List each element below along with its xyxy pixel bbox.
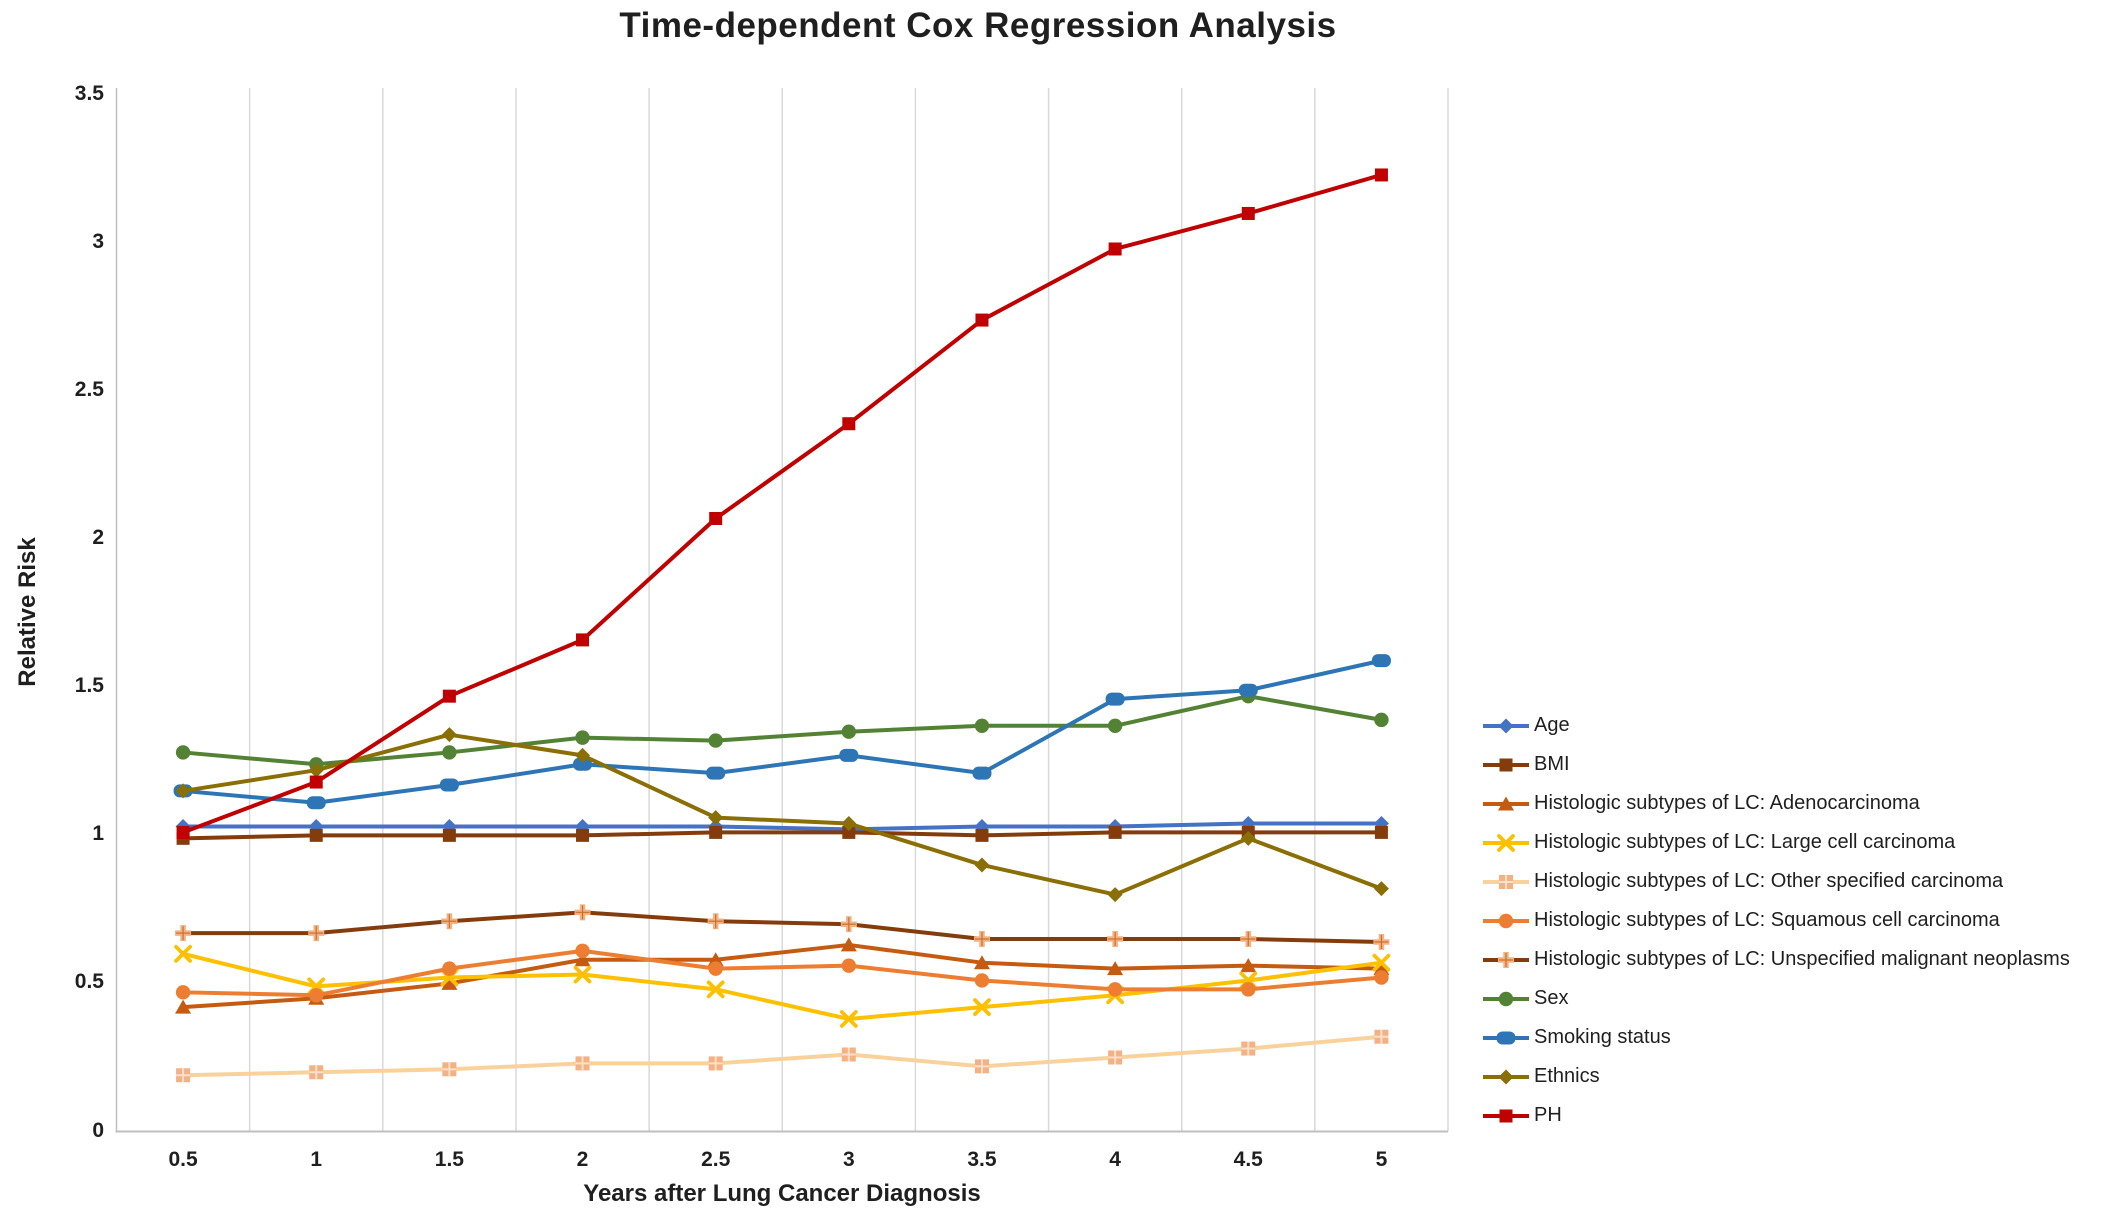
legend-item-label: Histologic subtypes of LC: Squamous cell…: [1534, 909, 2000, 931]
y-tick-label: 0.5: [74, 970, 104, 994]
series-histologic-subtypes-of-lc-other-specified-carcinoma: [176, 1029, 1389, 1083]
legend-marker-icon: [1483, 1031, 1529, 1044]
x-tick-label: 3.5: [967, 1148, 997, 1171]
legend-marker-icon: [1483, 991, 1529, 1006]
legend-item-label: Histologic subtypes of LC: Large cell ca…: [1534, 831, 1956, 853]
legend-item-label: Histologic subtypes of LC: Unspecified m…: [1534, 948, 2070, 970]
legend-item: Histologic subtypes of LC: Other specifi…: [1481, 862, 2070, 901]
legend-marker-icon: [1483, 913, 1529, 928]
legend-item: Histologic subtypes of LC: Squamous cell…: [1481, 901, 2070, 940]
x-tick-label: 2.5: [701, 1148, 731, 1171]
chart-title: Time-dependent Cox Regression Analysis: [619, 6, 1337, 45]
x-tick-label: 1: [310, 1148, 323, 1171]
legend-item-label: Sex: [1534, 987, 1569, 1009]
legend-item-label: PH: [1534, 1104, 1562, 1126]
chart-legend: Age BMI Histologic subtypes of LC: Adenoca…: [1481, 706, 2070, 1135]
legend-item: Sex: [1481, 979, 2070, 1018]
x-tick-label: 2: [576, 1148, 589, 1171]
legend-marker-icon: [1483, 718, 1529, 733]
legend-marker-icon: [1483, 874, 1529, 889]
legend-item: BMI: [1481, 745, 2070, 784]
series-line: [181, 658, 1384, 805]
x-tick-label: 1.5: [434, 1148, 464, 1171]
legend-marker-icon: [1483, 758, 1529, 771]
series-smoking-status: [173, 654, 1391, 810]
legend-item: Age: [1481, 706, 2070, 745]
x-tick-label: 4: [1109, 1148, 1121, 1171]
legend-item: Smoking status: [1481, 1018, 2070, 1057]
legend-item: Histologic subtypes of LC: Unspecified m…: [1481, 940, 2070, 979]
legend-item-label: BMI: [1534, 753, 1570, 775]
legend-item-label: Histologic subtypes of LC: Adenocarcinom…: [1534, 792, 1920, 814]
y-tick-label: 1.5: [74, 674, 104, 698]
x-tick-label: 0.5: [168, 1148, 198, 1171]
x-tick-label: 3: [842, 1148, 855, 1171]
legend-item-label: Age: [1534, 714, 1570, 736]
series-line: [181, 948, 1384, 998]
legend-item: Ethnics: [1481, 1057, 2070, 1096]
series-histologic-subtypes-of-lc-unspecified-malignant-neoplasms: [175, 904, 1390, 950]
series-ethnics: [175, 727, 1389, 903]
y-tick-label: 3: [92, 230, 104, 254]
legend-item: Histologic subtypes of LC: Adenocarcinom…: [1481, 784, 2070, 823]
series-line: [181, 732, 1384, 897]
legend-marker-icon: [1483, 833, 1529, 852]
legend-marker-icon: [1483, 796, 1529, 810]
y-tick-label: 1: [92, 822, 104, 846]
legend-marker-icon: [1483, 951, 1529, 968]
x-tick-label: 4.5: [1233, 1148, 1263, 1171]
series-line: [181, 830, 1384, 841]
legend-marker-icon: [1483, 1109, 1529, 1122]
series-line: [181, 172, 1384, 835]
series-sex: [175, 688, 1389, 772]
series-line: [181, 694, 1384, 767]
series-line: [181, 910, 1384, 944]
y-axis-title: Relative Risk: [14, 537, 41, 687]
series-line: [181, 821, 1384, 832]
legend-item-label: Smoking status: [1534, 1026, 1671, 1048]
y-tick-label: 0: [92, 1118, 104, 1142]
y-tick-label: 2.5: [74, 378, 104, 402]
series-histologic-subtypes-of-lc-squamous-cell-carcinoma: [175, 943, 1389, 1003]
legend-item: PH: [1481, 1096, 2070, 1135]
legend-item: Histologic subtypes of LC: Large cell ca…: [1481, 823, 2070, 862]
x-tick-label: 5: [1375, 1148, 1388, 1171]
legend-item-label: Histologic subtypes of LC: Other specifi…: [1534, 870, 2004, 892]
series-line: [181, 942, 1384, 1010]
series-ph: [176, 168, 1388, 839]
y-tick-label: 2: [92, 526, 104, 550]
legend-item-label: Ethnics: [1534, 1065, 1600, 1087]
series-line: [181, 1034, 1384, 1078]
x-axis-title: Years after Lung Cancer Diagnosis: [583, 1180, 981, 1207]
y-tick-label: 3.5: [74, 82, 104, 105]
legend-marker-icon: [1483, 1069, 1529, 1084]
series-bmi: [176, 825, 1388, 845]
